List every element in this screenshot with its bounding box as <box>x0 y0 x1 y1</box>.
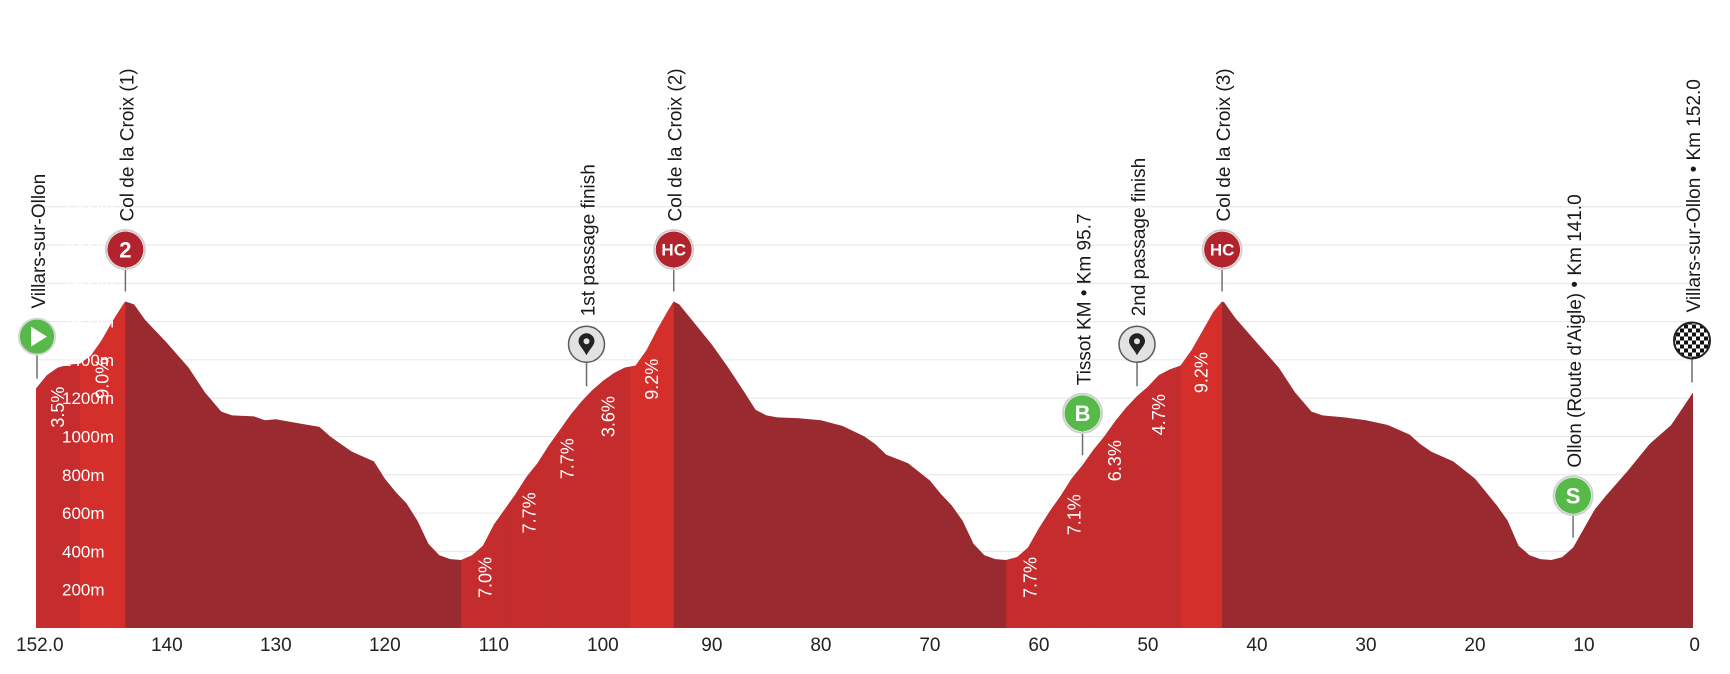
badge-ring <box>1201 229 1243 270</box>
location-pin-icon <box>567 325 606 364</box>
gradient-labels: 3.5% 9.0% 7.0% 7.7% 7.7% 3.6% 9.2% 7.7% 7.1% 6.3%… <box>48 352 1212 598</box>
bonus-icon: B <box>1062 392 1103 434</box>
x-tick-label: 20 <box>1464 635 1485 656</box>
y-tick-label: 600m <box>62 504 105 523</box>
gradient-label: 7.7% <box>519 492 539 533</box>
waypoint-label: Col de la Croix (2) <box>666 68 687 221</box>
waypoint: Villars-sur-Ollon <box>18 174 56 379</box>
badge-ring <box>1062 392 1103 434</box>
sprint-icon: S <box>1552 475 1594 517</box>
pin-hole <box>1134 338 1140 345</box>
x-tick-label: 10 <box>1573 635 1594 656</box>
y-axis-labels: 200m 400m 600m 800m 1000m 1200m 1400m 1600m 1800… <box>62 198 114 600</box>
waypoint: HC Col de la Croix (3) <box>1201 68 1243 292</box>
location-pin-icon <box>1118 325 1156 364</box>
badge-circle <box>1064 395 1101 432</box>
pin-hole <box>583 338 590 345</box>
x-tick-label: 110 <box>479 635 509 656</box>
badge-text: S <box>1566 484 1581 509</box>
x-tick-label: 30 <box>1355 635 1376 656</box>
y-tick-label: 1600m <box>62 313 114 332</box>
badge-ring <box>1552 475 1594 517</box>
waypoint-label: 1st passage finish <box>579 164 600 316</box>
waypoint-label: 2nd passage finish <box>1129 158 1150 316</box>
finish-circle <box>1673 321 1711 360</box>
climb-segment <box>1180 301 1223 628</box>
badge-text: HC <box>1210 241 1235 260</box>
gradient-label: 9.0% <box>93 358 113 399</box>
x-tick-label: 80 <box>810 635 831 656</box>
y-tick-label: 1800m <box>62 274 114 293</box>
y-tick-label: 1200m <box>62 389 114 408</box>
climb-hc-icon: HC <box>653 229 695 270</box>
waypoint-label: Ollon (Route d'Aigle) • Km 141.0 <box>1565 194 1586 467</box>
badge-text: 2 <box>119 238 131 263</box>
climb-segment <box>461 301 511 628</box>
y-tick-label: 800m <box>62 466 105 485</box>
start-icon <box>18 317 56 356</box>
badge-circle <box>107 231 144 268</box>
waypoint-label: Tissot KM • Km 95.7 <box>1075 213 1096 385</box>
climb-segment <box>1006 301 1056 628</box>
waypoints: Villars-sur-Ollon 2 Col de la Croix (1) 1st… <box>18 68 1711 538</box>
gradient-label: 4.7% <box>1149 394 1169 435</box>
waypoint: Villars-sur-Ollon • Km 152.0 <box>1673 79 1711 383</box>
y-tick-label: 200m <box>62 581 105 600</box>
y-tick-label: 1400m <box>62 351 114 370</box>
x-tick-label: 50 <box>1137 635 1158 656</box>
climb-cat2-icon: 2 <box>104 229 146 270</box>
gradient-label: 7.7% <box>1021 557 1041 598</box>
gradient-label: 3.5% <box>48 387 68 428</box>
x-tick-label: 0 <box>1689 635 1700 656</box>
y-tick-label: 2200m <box>62 198 114 217</box>
badge-text: HC <box>661 241 686 260</box>
x-axis-labels: 152.0 140 130 120 110 100 90 80 70 60 50 40 30 20 10 0 <box>16 635 1700 656</box>
waypoint-label: Col de la Croix (3) <box>1214 68 1235 221</box>
x-tick-label: 70 <box>919 635 940 656</box>
gradient-label: 6.3% <box>1105 440 1125 481</box>
play-glyph <box>31 326 47 347</box>
y-tick-label: 2000m <box>62 236 114 255</box>
gradient-label: 7.1% <box>1064 494 1084 535</box>
x-tick-label: 140 <box>151 635 183 656</box>
gradient-label: 9.2% <box>642 359 662 400</box>
gradient-label: 3.6% <box>598 396 618 437</box>
gradient-label: 7.7% <box>557 438 577 479</box>
x-tick-label: 100 <box>587 635 619 656</box>
badge-circle <box>655 231 692 268</box>
elevation-profile <box>36 301 1693 628</box>
badge-ring <box>653 229 695 270</box>
badge-ring <box>104 229 146 270</box>
x-tick-label: 152.0 <box>16 635 64 656</box>
waypoint-label: Villars-sur-Ollon • Km 152.0 <box>1684 79 1705 312</box>
gradient-label: 7.0% <box>476 557 496 598</box>
badge-text: B <box>1075 401 1091 426</box>
badge-circle <box>1204 231 1241 268</box>
x-tick-label: 40 <box>1246 635 1267 656</box>
finish-flag-icon <box>1673 321 1711 360</box>
waypoint: S Ollon (Route d'Aigle) • Km 141.0 <box>1552 194 1594 538</box>
x-tick-label: 90 <box>701 635 722 656</box>
climb-hc-icon: HC <box>1201 229 1243 270</box>
waypoint: 2nd passage finish <box>1118 158 1156 387</box>
x-tick-label: 130 <box>260 635 292 656</box>
waypoint: B Tissot KM • Km 95.7 <box>1062 213 1103 456</box>
waypoint-label: Villars-sur-Ollon <box>29 174 50 309</box>
waypoint: 2 Col de la Croix (1) <box>104 68 146 292</box>
badge-circle <box>1555 477 1592 514</box>
y-tick-label: 400m <box>62 542 105 561</box>
waypoint-label: Col de la Croix (1) <box>117 68 138 221</box>
elevation-area <box>36 301 1693 628</box>
waypoint: HC Col de la Croix (2) <box>653 68 695 292</box>
x-tick-label: 60 <box>1028 635 1049 656</box>
waypoint: 1st passage finish <box>567 164 606 387</box>
y-tick-label: 1000m <box>62 428 114 447</box>
gradient-label: 9.2% <box>1191 352 1211 393</box>
x-tick-label: 120 <box>369 635 401 656</box>
